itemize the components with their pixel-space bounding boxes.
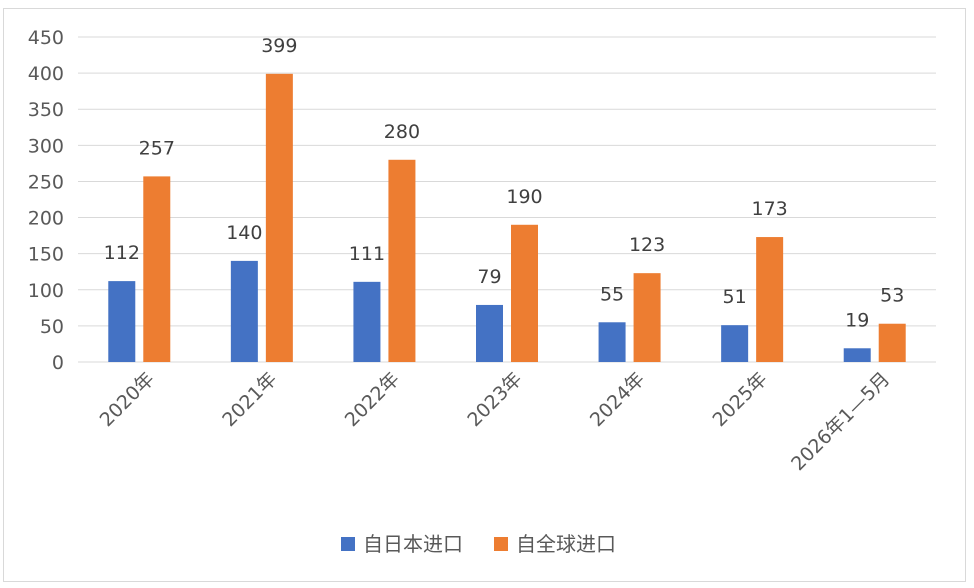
bar-global [756, 237, 784, 362]
data-label: 123 [629, 234, 665, 256]
bar-global [878, 323, 906, 362]
bar-japan [598, 322, 626, 362]
data-label: 280 [384, 121, 420, 143]
x-tick-label: 2022年 [341, 368, 404, 431]
x-tick-label: 2024年 [586, 368, 649, 431]
y-tick-label: 200 [28, 208, 64, 230]
data-label: 257 [139, 137, 175, 159]
y-tick-label: 100 [28, 280, 64, 302]
x-tick-label: 2025年 [708, 368, 771, 431]
gridlines [78, 36, 936, 363]
y-axis-ticks: 0 50 100 150 200 250 300 350 400 450 [28, 27, 64, 374]
legend-swatch [494, 537, 508, 551]
bar-global [633, 273, 661, 362]
bar-global [388, 159, 416, 362]
bar-japan [721, 325, 749, 362]
x-tick-label: 2023年 [463, 368, 526, 431]
legend: 自日本进口 自全球进口 [341, 532, 616, 556]
data-label: 399 [261, 35, 297, 57]
data-label: 112 [104, 242, 140, 264]
y-tick-label: 400 [28, 63, 64, 85]
x-tick-label: 2026年1—5月 [787, 368, 894, 475]
x-tick-label: 2021年 [218, 368, 281, 431]
data-label: 55 [600, 283, 624, 305]
y-tick-label: 150 [28, 244, 64, 266]
y-tick-label: 250 [28, 171, 64, 193]
data-label: 19 [845, 309, 869, 331]
bar-japan [108, 281, 136, 362]
data-label: 79 [477, 266, 501, 288]
y-tick-label: 0 [52, 352, 64, 374]
data-label: 140 [226, 222, 262, 244]
bar-japan [230, 260, 258, 362]
data-label: 53 [880, 285, 904, 307]
x-tick-label: 2020年 [96, 368, 159, 431]
bar-global [511, 224, 538, 362]
x-axis-ticks: 2020年 2021年 2022年 2023年 2024年 2025年 2026年1—5月 [96, 368, 895, 475]
bar-japan [353, 281, 381, 362]
data-label: 190 [506, 186, 542, 208]
bar-global [265, 73, 293, 362]
legend-label: 自全球进口 [516, 532, 616, 556]
y-tick-label: 300 [28, 135, 64, 157]
y-tick-label: 50 [40, 316, 64, 338]
legend-label: 自日本进口 [363, 532, 463, 556]
y-tick-label: 450 [28, 27, 64, 49]
bars [108, 73, 906, 362]
data-labels: 112 257 140 399 111 280 79 190 55 123 51 173 19 53 [104, 35, 905, 331]
data-label: 51 [723, 286, 747, 308]
data-label: 173 [752, 198, 788, 220]
bar-japan [476, 304, 503, 362]
bar-japan [843, 348, 871, 362]
bar-global [143, 176, 171, 362]
y-tick-label: 350 [28, 99, 64, 121]
data-label: 111 [349, 243, 385, 265]
legend-swatch [341, 537, 355, 551]
